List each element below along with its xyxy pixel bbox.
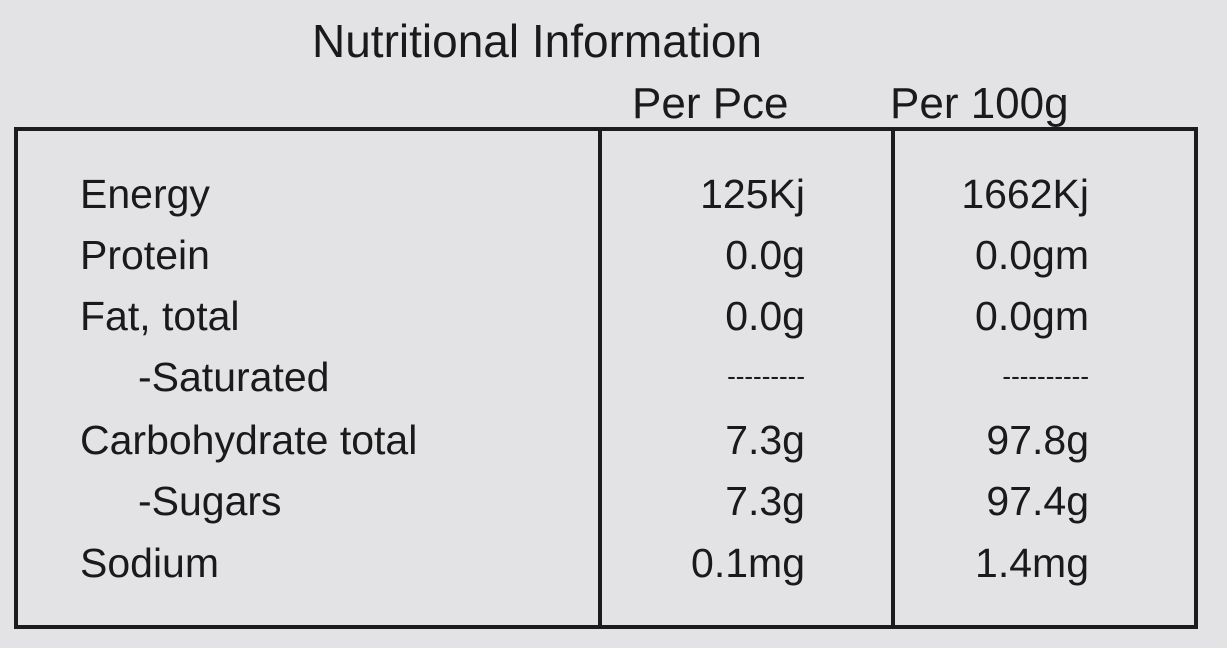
cell-value: ---------- [1002,361,1089,391]
column-divider [891,127,895,629]
column-header: Per Pce [632,79,789,128]
row-label: Carbohydrate total [80,417,418,463]
row-label: Sodium [80,540,220,586]
row-label: Energy [80,171,210,217]
cell-value: 125Kj [700,171,805,217]
column-divider [598,127,602,629]
title: Nutritional Information [312,15,762,67]
cell-value: 97.4g [986,478,1089,524]
row-label: -Sugars [138,478,282,524]
cell-value: --------- [727,361,805,391]
cell-value: 1662Kj [961,171,1089,217]
table-border [14,127,1198,629]
row-label: Protein [80,232,210,278]
cell-value: 1.4mg [975,540,1089,586]
cell-value: 7.3g [725,417,805,463]
column-header: Per 100g [890,79,1069,128]
cell-value: 97.8g [986,417,1089,463]
row-label: Fat, total [80,293,240,339]
cell-value: 7.3g [725,478,805,524]
cell-value: 0.0g [725,232,805,278]
cell-value: 0.1mg [691,540,805,586]
cell-value: 0.0gm [975,232,1089,278]
cell-value: 0.0gm [975,293,1089,339]
cell-value: 0.0g [725,293,805,339]
row-label: -Saturated [138,354,330,400]
